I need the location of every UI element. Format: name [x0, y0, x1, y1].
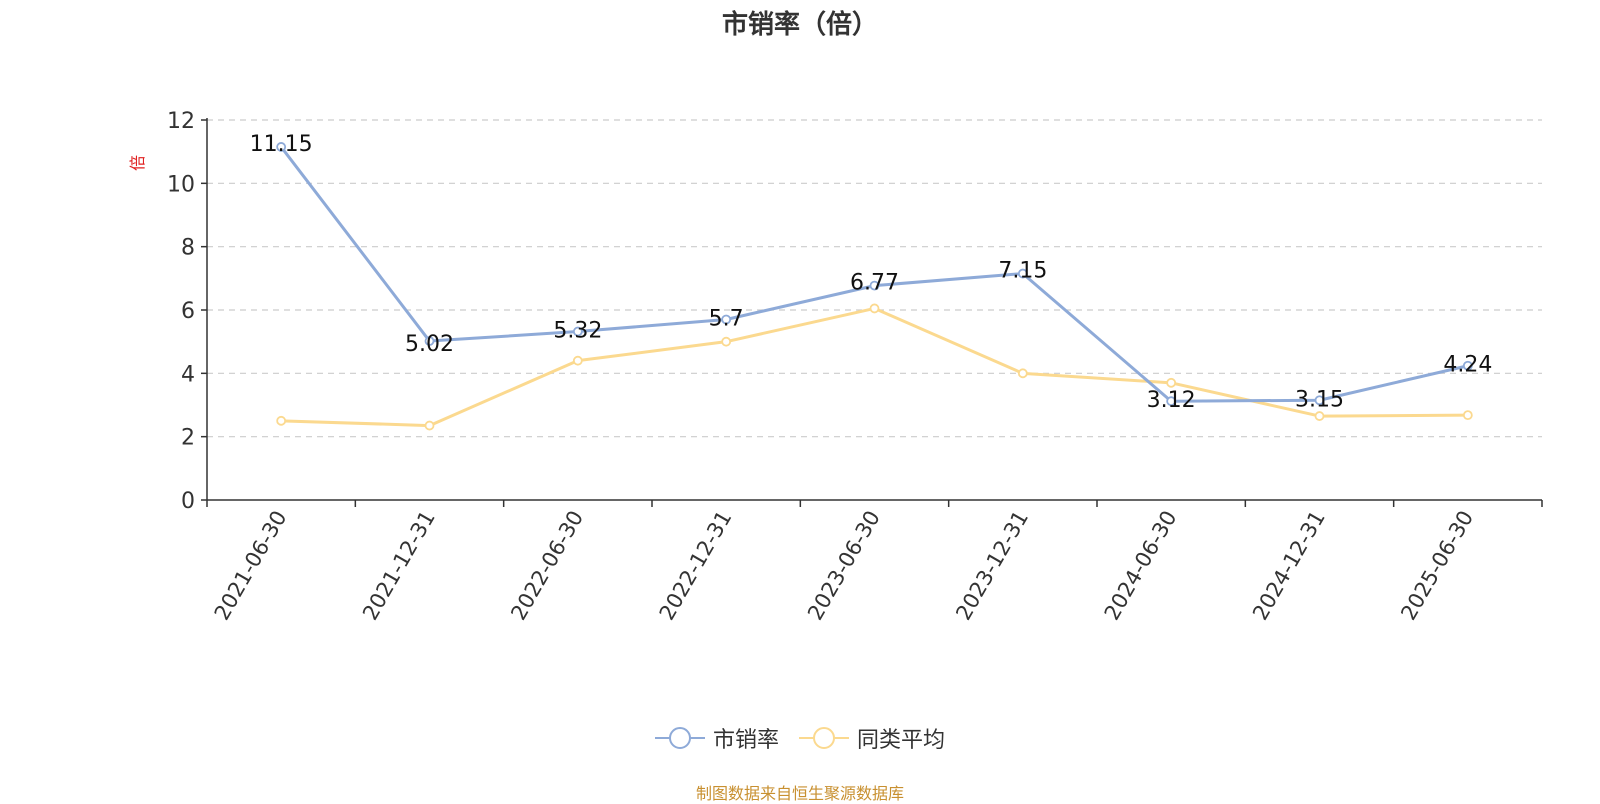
y-tick-label: 10	[167, 172, 195, 197]
data-point-series-2[interactable]	[1166, 377, 1177, 388]
data-label: 5.7	[709, 307, 744, 332]
legend-line-circle-icon	[799, 727, 849, 749]
x-tick-label: 2023-06-30	[803, 507, 885, 625]
data-point-series-1[interactable]	[276, 142, 287, 152]
data-label: 4.24	[1443, 353, 1492, 378]
x-tick-label: 2022-12-31	[655, 507, 737, 625]
data-point-series-2[interactable]	[869, 303, 880, 314]
x-tick-label: 2023-12-31	[951, 507, 1033, 625]
x-tick-label: 2021-12-31	[358, 507, 440, 625]
data-label: 5.32	[553, 319, 602, 344]
series-layer	[276, 142, 1473, 431]
data-point-series-1[interactable]	[1314, 395, 1325, 406]
y-tick-label: 8	[181, 236, 195, 261]
y-tick-label: 4	[181, 362, 195, 387]
data-point-series-1[interactable]	[721, 314, 732, 325]
data-label: 3.12	[1147, 388, 1196, 413]
y-tick-label: 2	[181, 426, 195, 451]
y-tick-label: 0	[181, 489, 195, 514]
data-point-series-1[interactable]	[572, 326, 583, 337]
data-point-series-2[interactable]	[1017, 368, 1028, 379]
label-layer: 11.15 5.02 5.32 5.7 6.77 7.15 3.12 3.15 4.24	[250, 132, 1493, 413]
data-point-series-1[interactable]	[424, 336, 435, 346]
legend-item-series-1[interactable]: 市销率	[654, 722, 779, 754]
data-point-series-2[interactable]	[721, 336, 732, 347]
grid-layer	[207, 119, 1542, 438]
data-point-series-2[interactable]	[276, 415, 287, 426]
y-tick-label: 12	[167, 109, 195, 134]
data-label: 11.15	[250, 132, 313, 157]
x-tick-label: 2022-06-30	[506, 507, 588, 625]
data-point-series-1[interactable]	[1462, 360, 1473, 371]
axis-layer: 0 2 4 6 8 10 12 2021-06-30 2021-12-31 2022-06-30 2…	[167, 109, 1543, 625]
x-tick-label: 2021-06-30	[210, 507, 292, 625]
data-point-series-2[interactable]	[572, 355, 583, 366]
data-label: 7.15	[998, 259, 1047, 284]
data-point-series-2[interactable]	[1314, 411, 1325, 421]
source-note: 制图数据来自恒生聚源数据库	[695, 784, 904, 803]
y-tick-label: 6	[181, 299, 195, 324]
series-line-2	[281, 306, 1468, 428]
legend-line-circle-icon	[654, 727, 705, 749]
x-tick-label: 2024-12-31	[1248, 507, 1330, 625]
x-tick-label: 2024-06-30	[1100, 507, 1182, 625]
data-label: 3.15	[1295, 387, 1344, 412]
data-label: 5.02	[405, 332, 454, 357]
y-axis-label: 倍	[128, 155, 147, 171]
legend-label-series-1: 市销率	[712, 728, 779, 753]
data-point-series-1[interactable]	[1017, 268, 1028, 279]
chart-title: 市销率（倍）	[721, 10, 878, 40]
data-point-series-2[interactable]	[1462, 410, 1473, 421]
data-point-series-1[interactable]	[869, 280, 880, 291]
data-point-series-1[interactable]	[1166, 396, 1177, 407]
data-label: 6.77	[850, 271, 899, 296]
x-tick-label: 2025-06-30	[1396, 507, 1478, 625]
legend-label-series-2: 同类平均	[857, 728, 946, 753]
legend-item-series-2[interactable]: 同类平均	[799, 722, 945, 754]
legend: 市销率 同类平均	[0, 722, 1600, 754]
data-point-series-2[interactable]	[424, 420, 435, 431]
